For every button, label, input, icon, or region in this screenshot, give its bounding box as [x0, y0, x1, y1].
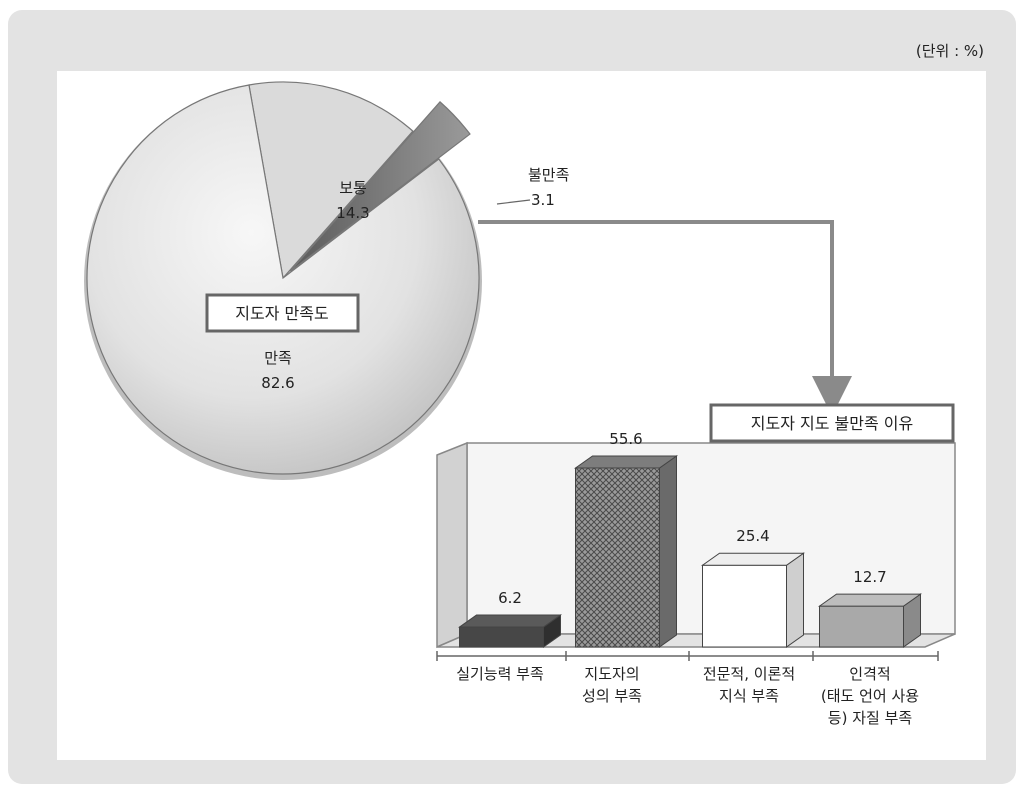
- bar-top-face: [700, 552, 806, 566]
- pie-chart: 지도자 만족도 만족 82.6 보통 14.3 불만족 3.1: [84, 81, 570, 480]
- bar-side-face: [659, 455, 677, 648]
- bar-category-label: 성의 부족: [582, 687, 642, 705]
- unit-label: (단위 : %): [915, 42, 984, 60]
- pie-label-satisfied: 만족: [264, 349, 292, 367]
- pie-label-neutral: 보통: [339, 179, 367, 197]
- bar-title-box: [709, 403, 955, 443]
- bar-knowledge: [700, 552, 806, 648]
- pie-title: 지도자 만족도: [235, 304, 328, 323]
- bar-side-face: [786, 552, 804, 648]
- pie-title-box: [205, 293, 360, 333]
- bar-category-label: (태도 언어 사용: [821, 687, 919, 705]
- bar-top-face: [817, 593, 923, 607]
- bar-front-face: [819, 605, 904, 648]
- bar-category-label: 전문적, 이론적: [703, 665, 795, 683]
- bar-value-label: 12.7: [853, 568, 886, 586]
- bar-top-face: [573, 455, 679, 469]
- bar-side-wall: [436, 441, 468, 649]
- connector-arrow: [478, 220, 852, 416]
- pie-value-neutral: 14.3: [336, 204, 369, 222]
- bar-value-label: 6.2: [498, 589, 522, 607]
- bar-title: 지도자 지도 불만족 이유: [751, 414, 913, 433]
- pie-label-dissatisfied: 불만족: [528, 166, 570, 184]
- pie-value-dissatisfied: 3.1: [531, 191, 555, 209]
- bar-value-label: 55.6: [609, 430, 642, 448]
- bar-front-face: [702, 564, 787, 648]
- bar-practical-skill: [457, 614, 563, 648]
- bar-sincerity: [573, 455, 679, 648]
- bar-value-label: 25.4: [736, 527, 769, 545]
- pie-value-satisfied: 82.6: [261, 374, 294, 392]
- pie-slice-satisfied: [86, 84, 480, 475]
- bar-category-label: 인격적: [849, 665, 890, 683]
- bar-category-label: 등) 자질 부족: [828, 709, 913, 727]
- bar-category-label: 지식 부족: [719, 687, 779, 705]
- bar-category-label: 실기능력 부족: [456, 665, 544, 683]
- bar-front-face: [575, 467, 660, 648]
- pie-slice-dissatisfied: [289, 101, 471, 272]
- bar-top-face: [457, 614, 563, 628]
- pie-slice-neutral: [248, 81, 414, 280]
- bar-character: [817, 593, 923, 648]
- bar-category-label: 지도자의: [584, 665, 639, 683]
- bar-front-face: [459, 626, 544, 648]
- pie-leader-line: [496, 199, 531, 205]
